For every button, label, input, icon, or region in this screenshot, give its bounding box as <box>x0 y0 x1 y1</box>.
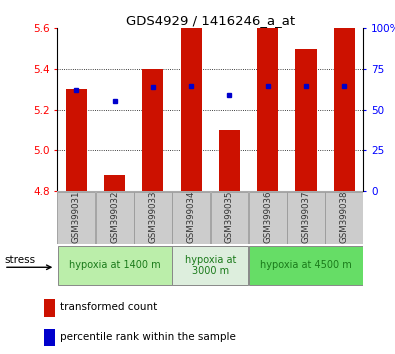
FancyBboxPatch shape <box>96 192 134 244</box>
Bar <box>257 28 278 191</box>
FancyBboxPatch shape <box>172 192 210 244</box>
Bar <box>334 28 355 191</box>
Text: GSM399037: GSM399037 <box>301 190 310 243</box>
FancyBboxPatch shape <box>58 246 172 285</box>
Title: GDS4929 / 1416246_a_at: GDS4929 / 1416246_a_at <box>126 14 295 27</box>
Text: hypoxia at 1400 m: hypoxia at 1400 m <box>69 261 160 270</box>
Text: percentile rank within the sample: percentile rank within the sample <box>60 332 236 342</box>
Bar <box>104 175 125 191</box>
Text: GSM399035: GSM399035 <box>225 190 234 243</box>
FancyBboxPatch shape <box>57 192 95 244</box>
FancyBboxPatch shape <box>249 246 363 285</box>
Text: hypoxia at 4500 m: hypoxia at 4500 m <box>260 261 352 270</box>
Text: GSM399038: GSM399038 <box>340 190 349 243</box>
FancyBboxPatch shape <box>173 246 248 285</box>
Text: GSM399034: GSM399034 <box>187 190 196 243</box>
Bar <box>143 69 164 191</box>
Bar <box>66 89 87 191</box>
Text: GSM399031: GSM399031 <box>72 190 81 243</box>
Bar <box>44 329 55 346</box>
Bar <box>181 28 202 191</box>
Text: GSM399032: GSM399032 <box>110 190 119 243</box>
Text: GSM399033: GSM399033 <box>149 190 158 243</box>
Bar <box>219 130 240 191</box>
FancyBboxPatch shape <box>325 192 363 244</box>
Text: stress: stress <box>4 255 35 265</box>
Text: transformed count: transformed count <box>60 302 158 313</box>
FancyBboxPatch shape <box>134 192 172 244</box>
FancyBboxPatch shape <box>287 192 325 244</box>
Text: GSM399036: GSM399036 <box>263 190 272 243</box>
Text: hypoxia at
3000 m: hypoxia at 3000 m <box>184 255 236 276</box>
Bar <box>44 299 55 317</box>
FancyBboxPatch shape <box>211 192 248 244</box>
FancyBboxPatch shape <box>249 192 287 244</box>
Bar <box>295 48 316 191</box>
